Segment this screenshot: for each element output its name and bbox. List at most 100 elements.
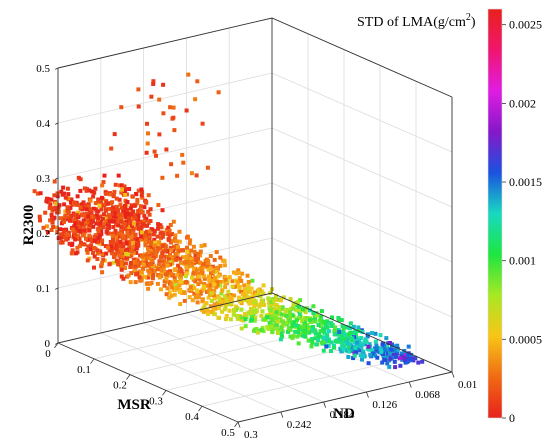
data-point: [182, 298, 187, 303]
data-point: [195, 300, 200, 305]
data-point: [380, 360, 385, 365]
data-point: [246, 280, 251, 284]
data-point: [119, 274, 124, 279]
data-point: [223, 281, 228, 285]
data-point: [322, 320, 327, 324]
data-point: [100, 241, 104, 246]
data-point: [163, 248, 168, 253]
data-point: [366, 361, 371, 366]
data-point: [132, 203, 137, 208]
data-point: [273, 308, 278, 312]
data-point: [249, 300, 254, 305]
data-point: [164, 272, 168, 277]
data-point: [316, 323, 321, 327]
data-point: [146, 209, 151, 214]
data-point: [64, 237, 69, 242]
data-point: [405, 352, 410, 357]
data-point: [184, 108, 189, 113]
data-point: [167, 290, 172, 295]
data-point: [112, 215, 116, 220]
y-axis-line: [237, 371, 453, 423]
data-point: [65, 186, 70, 191]
data-point: [137, 275, 142, 280]
data-point: [192, 249, 197, 254]
data-point: [187, 252, 192, 257]
data-point: [311, 304, 316, 309]
data-point: [310, 337, 315, 341]
data-point: [269, 299, 274, 304]
data-point: [252, 304, 257, 308]
z-tick-label: 0.5: [36, 63, 50, 75]
data-point: [311, 311, 316, 315]
data-point: [370, 331, 374, 335]
data-point: [124, 217, 129, 221]
data-point: [153, 254, 158, 258]
data-point: [361, 354, 366, 359]
data-point: [209, 310, 214, 314]
data-point: [175, 244, 180, 249]
data-point: [290, 313, 295, 318]
colorbar: STD of LMA(g/cm2) 0.0025 0.002 0.0015 0.001…: [357, 8, 542, 425]
colorbar-title-sup: 2: [466, 12, 471, 23]
data-point: [270, 327, 275, 332]
data-point: [191, 267, 196, 272]
colorbar-tick-label: 0.0005: [509, 332, 542, 346]
data-point: [311, 324, 315, 329]
data-point: [313, 319, 318, 324]
data-point: [91, 194, 96, 199]
data-point: [164, 228, 169, 232]
data-point: [151, 232, 156, 237]
data-point: [115, 215, 120, 220]
data-point: [297, 311, 302, 316]
data-point: [126, 239, 131, 244]
data-point: [145, 141, 150, 146]
data-point: [150, 258, 155, 263]
data-point: [235, 280, 240, 284]
data-point: [211, 269, 216, 274]
data-point: [135, 222, 140, 227]
data-point: [202, 243, 207, 248]
data-point: [185, 245, 189, 250]
data-point: [276, 331, 280, 335]
data-point: [175, 273, 180, 278]
data-point: [205, 165, 210, 170]
data-point: [169, 162, 174, 167]
data-point: [85, 216, 90, 221]
data-point: [119, 225, 124, 230]
data-point: [148, 207, 153, 212]
data-point: [49, 197, 54, 202]
data-point: [150, 227, 155, 232]
data-point: [127, 215, 131, 220]
data-point: [81, 242, 85, 247]
data-point: [168, 262, 173, 267]
data-point: [200, 270, 205, 275]
data-point: [310, 340, 315, 345]
data-point: [172, 244, 177, 249]
data-point: [131, 257, 136, 262]
data-point: [107, 215, 112, 220]
data-point: [370, 348, 375, 353]
data-point: [96, 216, 101, 221]
data-point: [370, 351, 375, 356]
data-point: [166, 225, 171, 230]
data-point: [190, 275, 194, 280]
data-point: [118, 231, 123, 236]
data-point: [84, 207, 89, 212]
data-point: [296, 329, 301, 334]
data-point: [199, 265, 204, 270]
data-point: [120, 187, 124, 192]
data-point: [118, 219, 123, 224]
data-point: [131, 209, 136, 214]
data-point: [120, 236, 125, 241]
data-point: [235, 316, 240, 321]
data-point: [274, 293, 278, 298]
data-point: [197, 289, 202, 294]
data-point: [119, 264, 124, 269]
data-point: [148, 272, 153, 277]
data-point: [359, 336, 364, 340]
data-point: [239, 307, 244, 312]
data-point: [215, 269, 220, 273]
data-point: [346, 355, 351, 359]
data-point: [345, 338, 350, 343]
back-frame-line: [57, 97, 453, 373]
